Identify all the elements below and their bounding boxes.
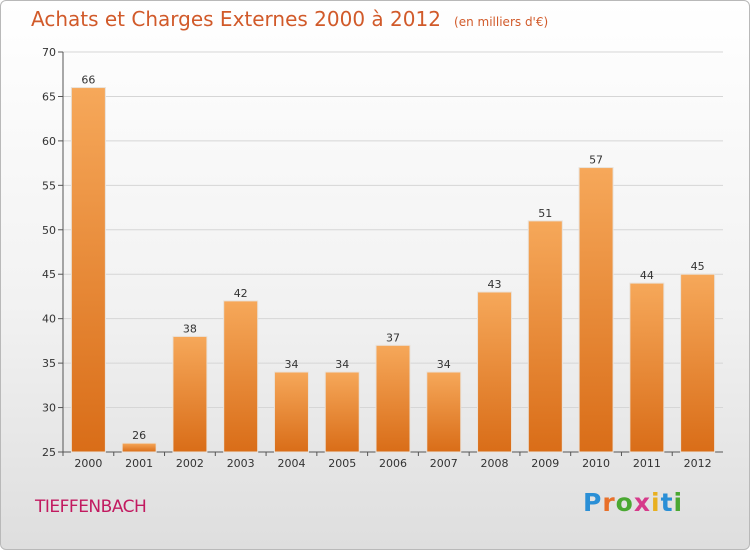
bars [70, 87, 716, 453]
bar [426, 371, 462, 453]
bar [375, 344, 411, 453]
bar [680, 273, 716, 453]
x-tick-label: 2001 [125, 457, 153, 470]
data-label: 26 [132, 429, 146, 442]
x-tick-label: 2010 [582, 457, 610, 470]
y-tick-label: 30 [42, 402, 56, 415]
x-tick-label: 2000 [74, 457, 102, 470]
y-tick-label: 55 [42, 179, 56, 192]
logo-letter: t [660, 488, 674, 517]
y-tick-label: 35 [42, 357, 56, 370]
x-tick-label: 2002 [176, 457, 204, 470]
y-tick-label: 40 [42, 313, 56, 326]
chart-title-line: Achats et Charges Externes 2000 à 2012 (… [31, 7, 548, 31]
logo-letter: i [673, 488, 684, 517]
y-tick-label: 50 [42, 224, 56, 237]
data-labels: 66 26 38 42 34 34 37 34 43 51 57 44 45 [81, 74, 704, 443]
bar [477, 291, 513, 453]
x-tick-label: 2003 [227, 457, 255, 470]
data-label: 44 [640, 269, 654, 282]
y-tick-label: 45 [42, 268, 56, 281]
commune-name: TIEFFENBACH [35, 497, 147, 517]
x-tick-label: 2009 [531, 457, 559, 470]
x-tick-label: 2012 [684, 457, 712, 470]
bar [527, 220, 563, 453]
data-label: 45 [691, 260, 705, 273]
x-tick-label: 2006 [379, 457, 407, 470]
data-label: 34 [335, 358, 349, 371]
data-label: 34 [284, 358, 298, 371]
data-label: 43 [488, 278, 502, 291]
bar [273, 371, 309, 453]
y-tick-label: 65 [42, 90, 56, 103]
y-tick-label: 60 [42, 135, 56, 148]
x-tick-label: 2011 [633, 457, 661, 470]
x-tick-label: 2008 [481, 457, 509, 470]
x-tick-label: 2007 [430, 457, 458, 470]
axes: 25 30 35 40 45 50 55 60 65 70 2000 2001 2002 2003 2004… [42, 46, 723, 470]
x-tick-label: 2004 [277, 457, 305, 470]
logo-letter: r [602, 488, 616, 517]
y-tick-label: 70 [42, 46, 56, 59]
data-label: 57 [589, 154, 603, 167]
data-label: 38 [183, 322, 197, 335]
logo-letter: P [583, 488, 603, 517]
logo-letter: i [651, 488, 661, 517]
bar [629, 282, 665, 453]
logo-letter: x [633, 488, 651, 517]
bar [324, 371, 360, 453]
bar [172, 335, 208, 453]
bar [578, 167, 614, 453]
data-label: 37 [386, 331, 400, 344]
x-tick-label: 2005 [328, 457, 356, 470]
y-tick-label: 25 [42, 446, 56, 459]
bar [70, 87, 106, 453]
data-label: 34 [437, 358, 451, 371]
bar [121, 442, 157, 453]
bar [223, 300, 259, 453]
data-label: 51 [538, 207, 552, 220]
data-label: 42 [234, 287, 248, 300]
data-label: 66 [81, 74, 95, 87]
proxiti-logo: Proxiti [583, 488, 683, 517]
chart-title: Achats et Charges Externes 2000 à 2012 [31, 7, 441, 31]
chart-unit: (en milliers d'€) [454, 15, 549, 29]
logo-letter: o [615, 488, 634, 517]
